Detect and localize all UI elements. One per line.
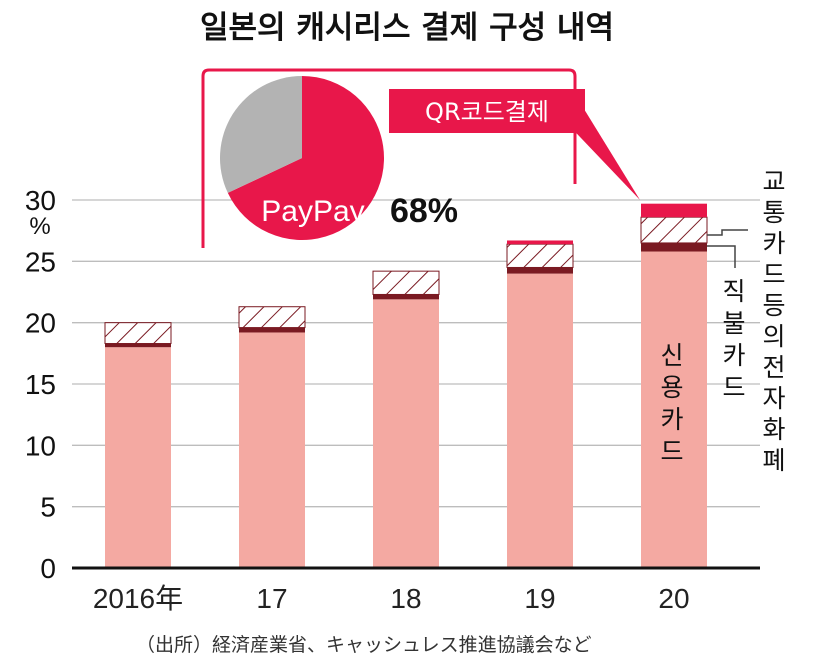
qr-label-text: QR코드결제 — [425, 98, 549, 126]
x-tick-label: 18 — [390, 583, 421, 614]
bar-segment-debit — [641, 242, 707, 252]
y-tick-label: 20 — [25, 308, 56, 339]
y-tick-label: 5 — [40, 492, 56, 523]
bar-segment-emoney — [372, 270, 440, 295]
callout-frame — [201, 68, 577, 248]
qr-share-pie — [220, 76, 384, 240]
source-note: （出所）経済産業省、キャッシュレス推進協議会など — [136, 634, 592, 656]
pie-slice-label-paypay: PayPay — [261, 195, 364, 228]
bar-segment-debit — [507, 267, 573, 274]
pie-percentage-label: 68% — [390, 192, 458, 230]
bar-segment-emoney — [238, 306, 306, 329]
bar-segment-credit — [507, 273, 573, 568]
x-tick-label: 20 — [658, 583, 689, 614]
bar-segment-emoney — [506, 243, 574, 268]
pie-slice-other — [220, 76, 302, 193]
x-tick-label: 17 — [256, 583, 287, 614]
qr-label-box — [389, 89, 585, 133]
vertical-labels: 신 용 카 드 직 불 카 드 교 통 카 드 등 의 전 자 화 폐 — [660, 167, 785, 475]
bar-segment-emoney — [104, 322, 172, 345]
bar-segment-qr — [641, 203, 707, 218]
bar-segment-credit — [373, 299, 439, 568]
y-tick-label: 30 — [25, 185, 56, 216]
y-tick-label: 25 — [25, 246, 56, 277]
bar-segment-debit — [105, 343, 171, 348]
leader-line-emoney — [707, 229, 748, 236]
bar-segment-debit — [239, 327, 305, 333]
bar-stack-group — [72, 203, 760, 570]
chart-title: 일본의 캐시리스 결제 구성 내역 — [200, 10, 614, 46]
bar-segment-credit — [641, 251, 707, 568]
x-tick-label: 2016年 — [93, 583, 183, 614]
bar-segment-debit — [373, 294, 439, 300]
y-tick-label: 15 — [25, 369, 56, 400]
y-unit-label: % — [29, 213, 50, 240]
x-tick-label: 19 — [524, 583, 555, 614]
y-tick-label: 10 — [25, 430, 56, 461]
bar-segment-credit — [239, 332, 305, 568]
leader-line-debit — [707, 245, 736, 268]
bar-segment-emoney — [640, 216, 708, 244]
bar-segment-qr — [507, 240, 573, 245]
pie-slice-paypay — [227, 76, 384, 240]
bar-segment-credit — [105, 347, 171, 568]
y-tick-label: 0 — [40, 553, 56, 584]
x-axis: 2016年 17 18 19 20 — [93, 583, 690, 614]
